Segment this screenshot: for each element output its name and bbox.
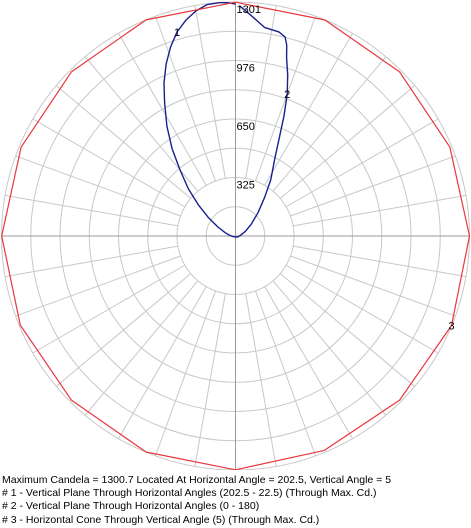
series-2-label: 2 (284, 89, 290, 101)
legend-series-2: # 2 - Vertical Plane Through Horizontal … (2, 500, 260, 513)
labels-layer: 325 650 976 1301 1 2 3 (174, 4, 455, 332)
polar-grid (1, 1, 470, 470)
radial-tick-label: 1301 (237, 4, 261, 16)
series-layer (1, 1, 471, 470)
max-candela-text: Maximum Candela = 1300.7 Located At Hori… (2, 474, 392, 486)
radial-tick-label: 976 (237, 63, 255, 75)
series-3-label: 3 (449, 320, 455, 332)
series-1-label: 1 (174, 27, 180, 39)
series-3-curve (1, 1, 471, 470)
legend-series-1: # 1 - Vertical Plane Through Horizontal … (2, 487, 377, 500)
series-2-curve (235, 5, 289, 238)
polar-candela-plot: 325 650 976 1301 1 2 3 (1, 1, 471, 470)
legend-series-3: # 3 - Horizontal Cone Through Vertical A… (2, 513, 320, 526)
series-1-curve (163, 2, 236, 238)
radial-tick-label: 650 (237, 121, 255, 133)
radial-tick-label: 325 (237, 180, 255, 192)
info-block: Maximum Candela = 1300.7 Located At Hori… (2, 474, 471, 527)
